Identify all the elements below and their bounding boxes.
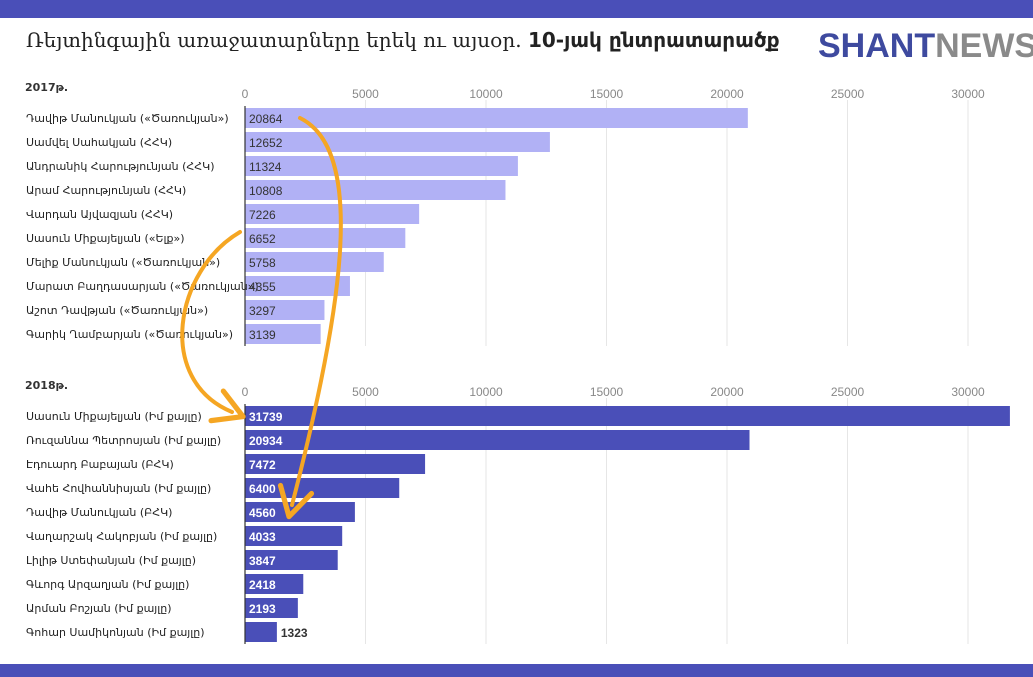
category-label-2017-4: Արամ Հարությունյան (ՀՀԿ) xyxy=(26,184,186,197)
chart-title-bold: 10-յակ ընտրատարածք xyxy=(527,28,780,52)
value-label-2018-4: 6400 xyxy=(249,482,276,496)
category-label-2018-2: Ռուզաննա Պետրոսյան (Իմ քայլը) xyxy=(26,434,221,447)
value-label-2018-6: 4033 xyxy=(249,530,276,544)
category-label-2017-6: Սասուն Միքայելյան («Ելք») xyxy=(26,232,185,245)
tick-label-2018-0: 0 xyxy=(242,385,249,399)
value-label-2017-4: 10808 xyxy=(249,184,283,198)
tick-label-2018-10000: 10000 xyxy=(469,385,503,399)
arrows-overlay xyxy=(180,116,343,520)
tick-label-2017-10000: 10000 xyxy=(469,87,503,101)
category-label-2017-8: Մարատ Բաղդասարյան («Ծառուկյան») xyxy=(26,280,259,293)
category-label-2018-9: Արման Բոշյան (Իմ քայլը) xyxy=(26,602,172,615)
category-label-2018-1: Սասուն Միքայելյան (Իմ քայլը) xyxy=(26,410,202,423)
logo-part-news: NEWS xyxy=(935,27,1033,65)
value-label-2018-5: 4560 xyxy=(249,506,276,520)
bar-2017-3 xyxy=(245,156,518,176)
bottom-color-band xyxy=(0,664,1033,677)
tick-label-2017-5000: 5000 xyxy=(352,87,379,101)
bar-2017-8 xyxy=(245,276,350,296)
bar-2018-10 xyxy=(245,622,277,642)
value-label-2018-3: 7472 xyxy=(249,458,276,472)
section-title-2017: 2017թ. xyxy=(25,81,68,94)
category-label-2018-3: Էդուարդ Բաբայան (ԲՀԿ) xyxy=(26,458,174,471)
bar-2018-1 xyxy=(245,406,1010,426)
value-label-2018-1: 31739 xyxy=(249,410,283,424)
shantnews-logo: SHANTNEWS xyxy=(818,26,1033,66)
category-label-2017-3: Անդրանիկ Հարությունյան (ՀՀԿ) xyxy=(26,160,215,173)
value-label-2018-10: 1323 xyxy=(281,626,308,640)
value-label-2017-6: 6652 xyxy=(249,232,276,246)
bar-2018-3 xyxy=(245,454,426,474)
tick-label-2018-30000: 30000 xyxy=(951,385,985,399)
bar-2017-1 xyxy=(245,108,748,128)
bar-2017-6 xyxy=(245,228,406,248)
category-label-2017-9: Աշոտ Դավթյան («Ծառուկյան») xyxy=(26,304,208,317)
value-label-2017-7: 5758 xyxy=(249,256,276,270)
category-label-2018-10: Գոհար Սամիկոնյան (Իմ քայլը) xyxy=(26,626,205,639)
tick-label-2017-15000: 15000 xyxy=(590,87,624,101)
category-label-2017-7: Մելիք Մանուկյան («Ծառուկյան») xyxy=(26,256,220,269)
bar-2018-8 xyxy=(245,574,304,594)
category-label-2018-7: Լիլիթ Ստեփանյան (Իմ քայլը) xyxy=(26,554,196,567)
bar-2017-7 xyxy=(245,252,384,272)
value-label-2017-2: 12652 xyxy=(249,136,283,150)
section-title-2018: 2018թ. xyxy=(25,379,68,392)
bar-2017-10 xyxy=(245,324,321,344)
category-label-2017-1: Դավիթ Մանուկյան («Ծառուկյան») xyxy=(26,112,229,125)
value-label-2017-3: 11324 xyxy=(249,160,282,174)
category-label-2018-6: Վաղարշակ Հակոբյան (Իմ քայլը) xyxy=(26,530,217,543)
tick-label-2017-0: 0 xyxy=(242,87,249,101)
tick-label-2017-20000: 20000 xyxy=(710,87,744,101)
category-label-2017-2: Սամվել Սահակյան (ՀՀԿ) xyxy=(26,136,172,149)
tick-label-2017-30000: 30000 xyxy=(951,87,985,101)
bar-2017-9 xyxy=(245,300,325,320)
bar-2018-6 xyxy=(245,526,343,546)
chart-title-text: Ռեյտինգային առաջատարները երեկ ու այսօր. xyxy=(26,28,528,52)
tick-label-2017-25000: 25000 xyxy=(831,87,865,101)
category-label-2018-5: Դավիթ Մանուկյան (ԲՀԿ) xyxy=(26,506,172,519)
value-label-2017-1: 20864 xyxy=(249,112,283,126)
category-label-2018-4: Վահե Հովհաննիսյան (Իմ քայլը) xyxy=(26,482,211,495)
chart-title: Ռեյտինգային առաջատարները երեկ ու այսօր. … xyxy=(26,28,780,52)
bar-2017-5 xyxy=(245,204,420,224)
value-label-2018-9: 2193 xyxy=(249,602,276,616)
category-label-2018-8: Գևորգ Արզաղյան (Իմ քայլը) xyxy=(26,578,189,591)
bar-2018-7 xyxy=(245,550,338,570)
logo-part-shant: SHANT xyxy=(818,27,936,65)
arrow-davit-manukyan xyxy=(277,116,343,520)
value-label-2018-8: 2418 xyxy=(249,578,276,592)
tick-label-2018-5000: 5000 xyxy=(352,385,379,399)
tick-label-2018-15000: 15000 xyxy=(590,385,624,399)
arrow-sasun-mikayelyan xyxy=(180,230,246,424)
value-label-2017-8: 4355 xyxy=(249,280,276,294)
bar-2018-2 xyxy=(245,430,750,450)
bar-2017-4 xyxy=(245,180,506,200)
value-label-2017-9: 3297 xyxy=(249,304,276,318)
bar-2017-2 xyxy=(245,132,550,152)
bar-2018-9 xyxy=(245,598,298,618)
value-label-2018-2: 20934 xyxy=(249,434,283,448)
value-label-2017-5: 7226 xyxy=(249,208,276,222)
top-color-band xyxy=(0,0,1033,18)
value-label-2017-10: 3139 xyxy=(249,328,276,342)
value-label-2018-7: 3847 xyxy=(249,554,276,568)
tick-label-2018-25000: 25000 xyxy=(831,385,865,399)
category-label-2017-5: Վարդան Այվազյան (ՀՀԿ) xyxy=(26,208,173,221)
tick-label-2018-20000: 20000 xyxy=(710,385,744,399)
category-label-2017-10: Գարիկ Ղամբարյան («Ծառուկյան») xyxy=(26,328,233,341)
